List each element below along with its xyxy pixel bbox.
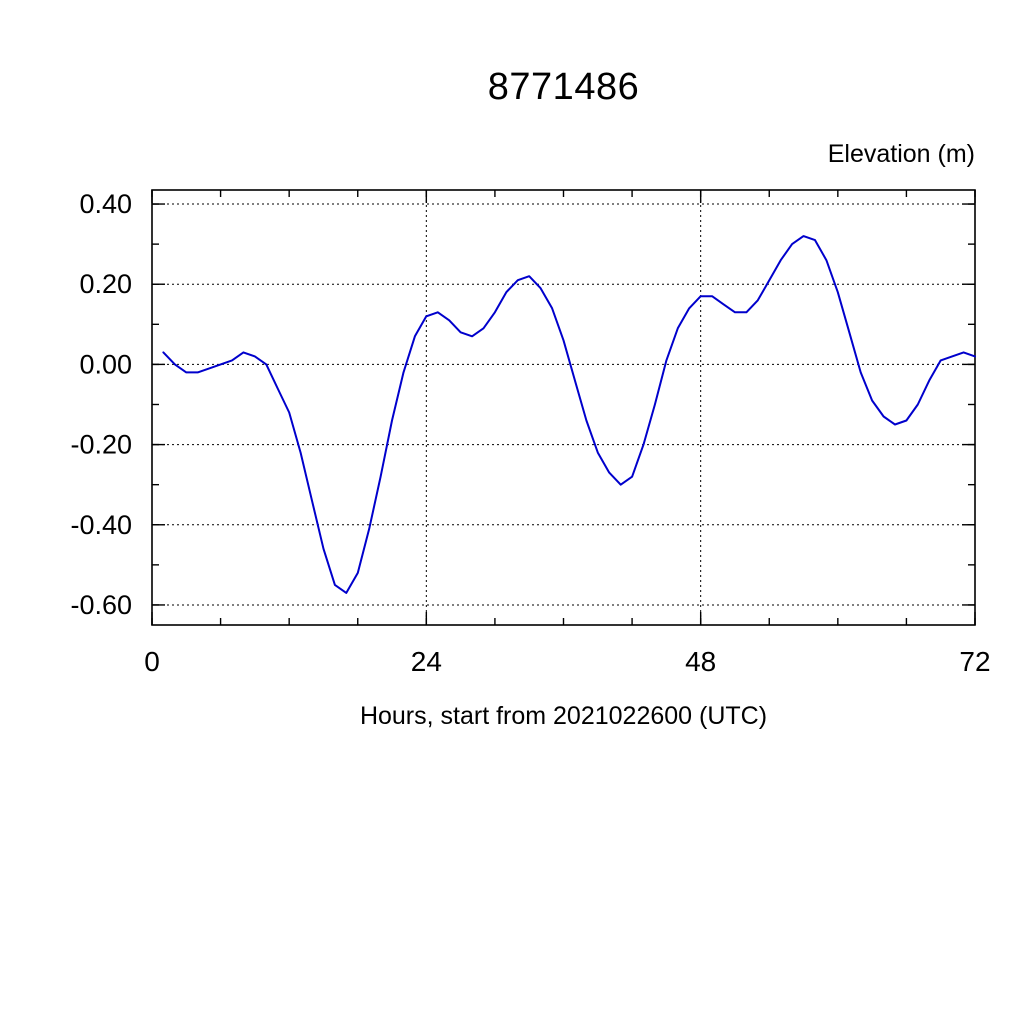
y-tick-label: -0.40: [70, 510, 132, 540]
x-tick-label: 24: [411, 646, 442, 677]
x-tick-label: 0: [144, 646, 160, 677]
y-tick-label: 0.00: [79, 349, 132, 379]
chart-title: 8771486: [487, 66, 640, 108]
y-tick-label: 0.20: [79, 269, 132, 299]
elevation-line: [162, 235, 976, 594]
x-tick-label: 72: [959, 646, 990, 677]
y-tick-label: -0.20: [70, 430, 132, 460]
x-axis-label: Hours, start from 2021022600 (UTC): [359, 702, 768, 730]
x-tick-label: 48: [685, 646, 716, 677]
elevation-unit-label: Elevation (m): [827, 140, 975, 168]
y-tick-label: 0.40: [79, 189, 132, 219]
y-tick-label: -0.60: [70, 590, 132, 620]
